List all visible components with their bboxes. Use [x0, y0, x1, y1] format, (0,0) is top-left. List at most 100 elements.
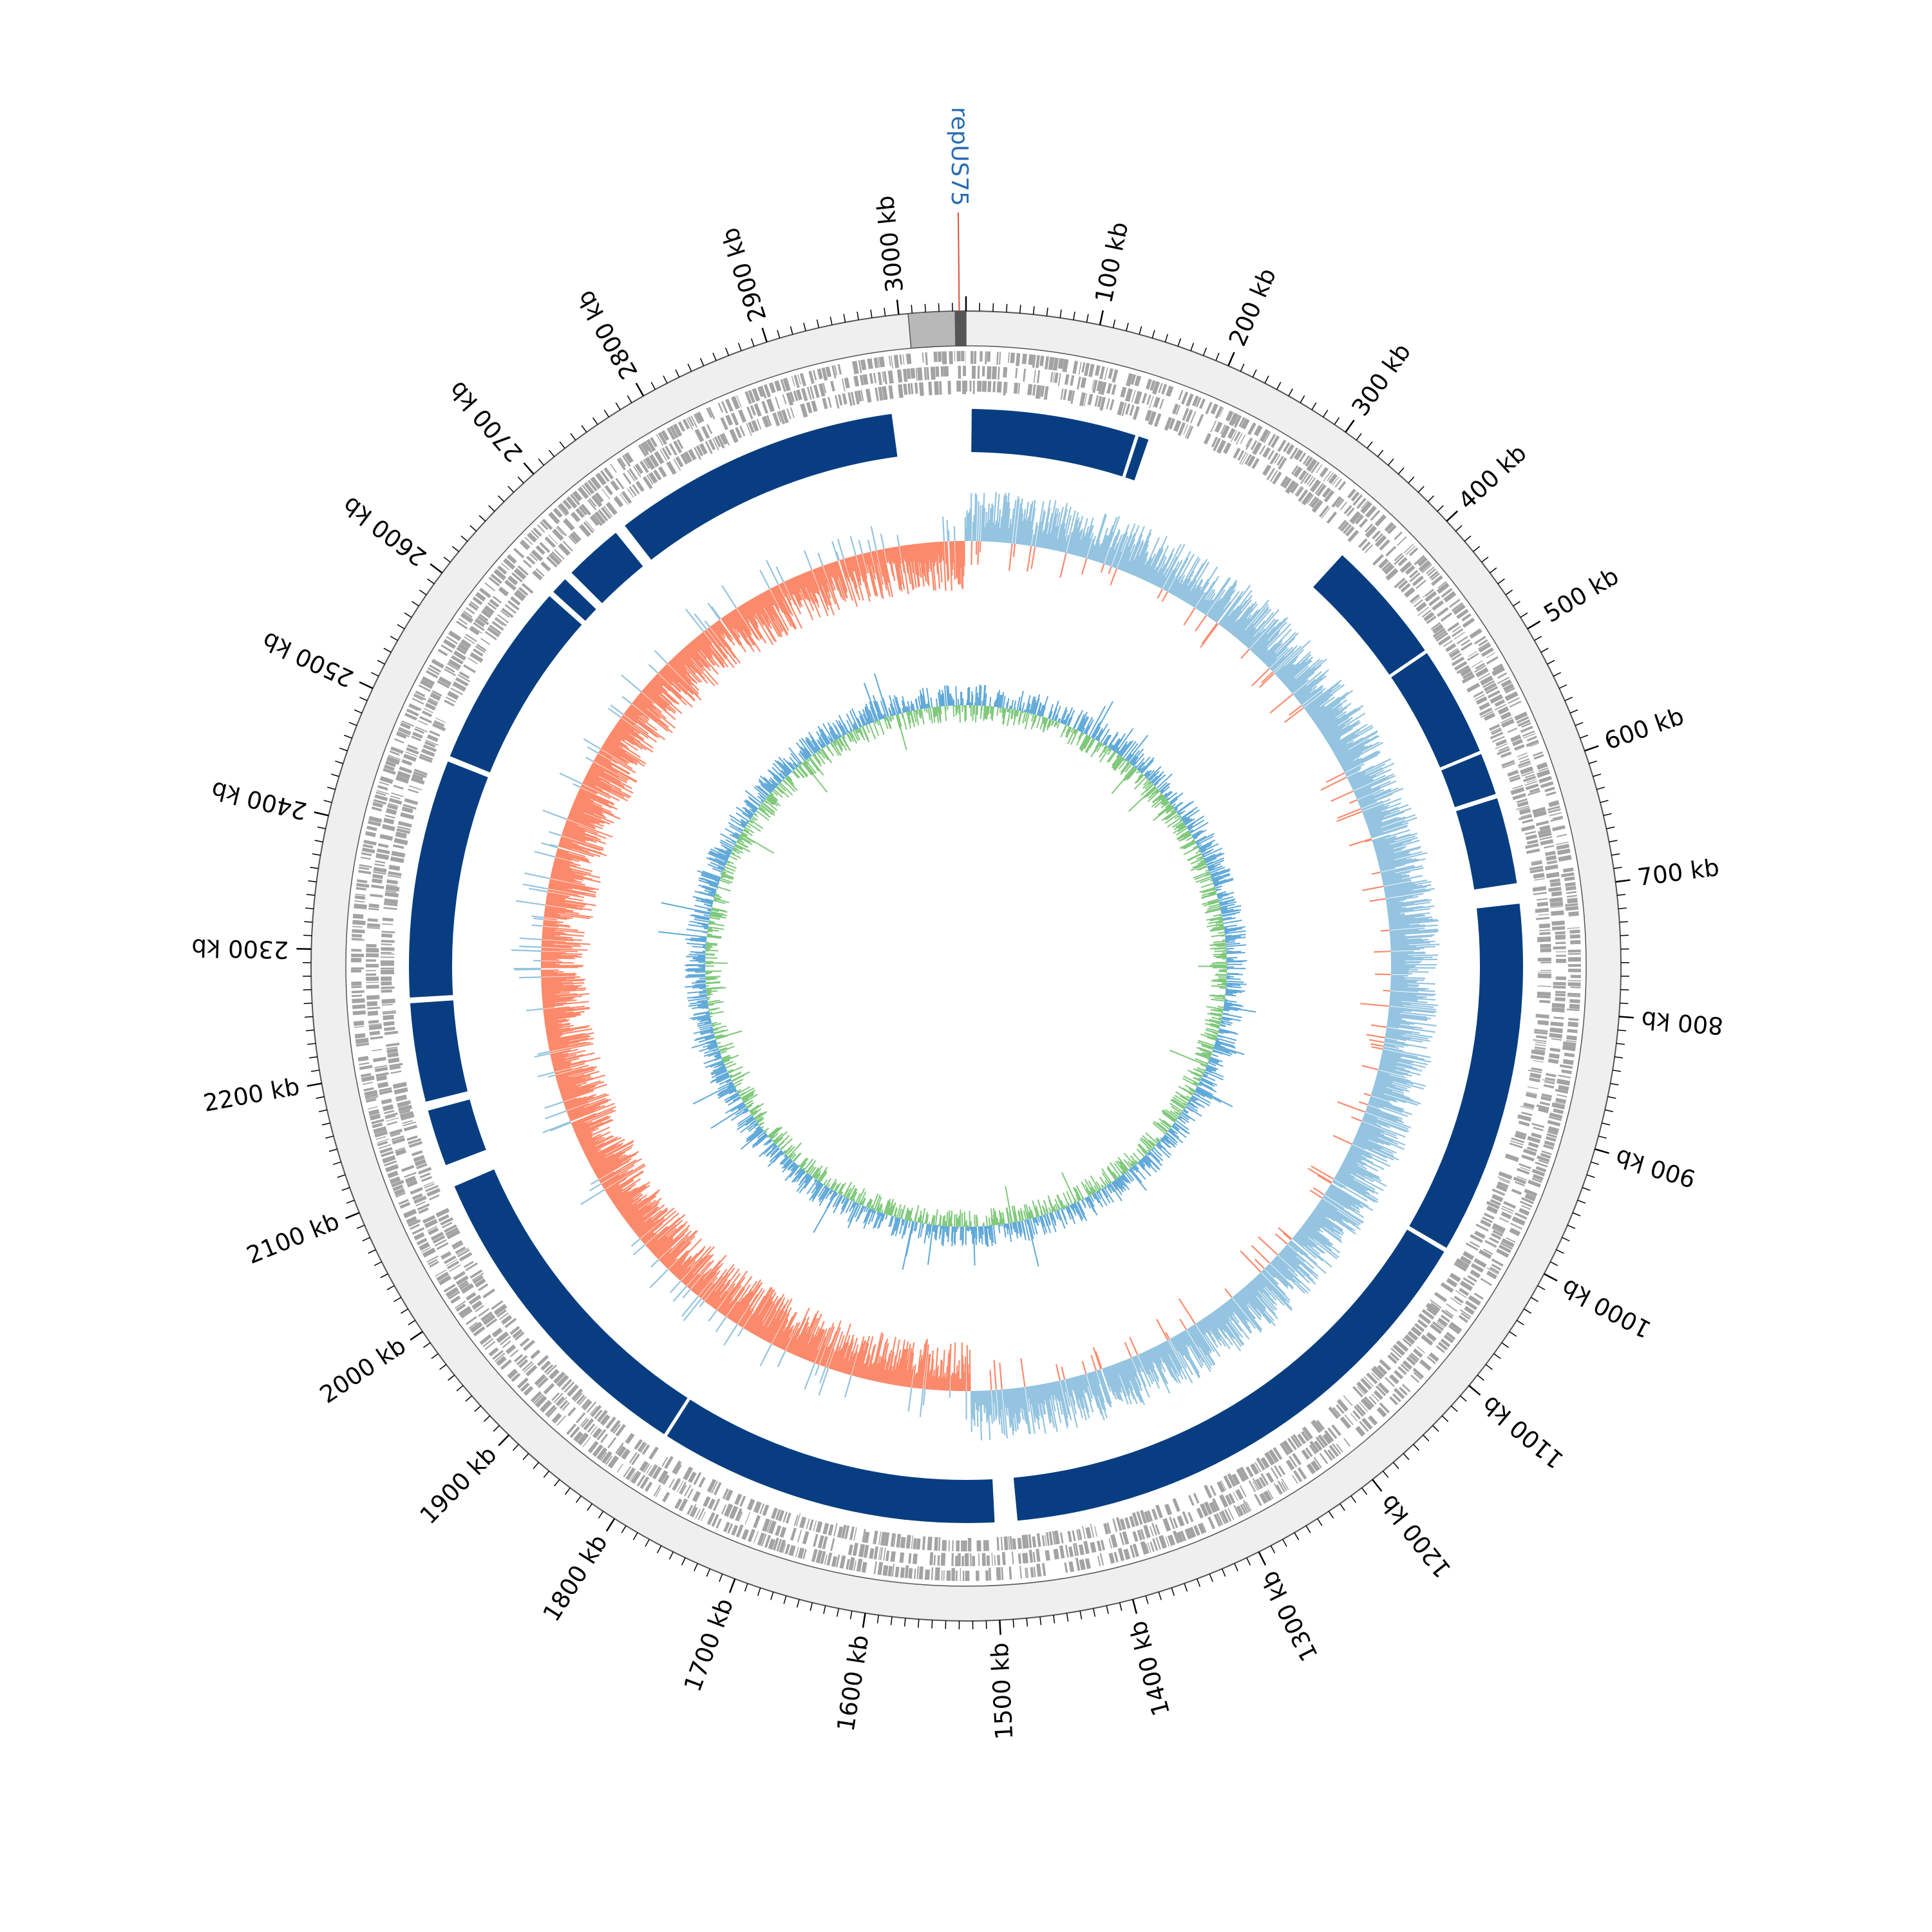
cds-segment — [1490, 1198, 1501, 1206]
cds-segment — [363, 844, 374, 849]
cds-segment — [933, 352, 938, 363]
cds-segment — [1278, 1465, 1286, 1475]
cds-segment — [1327, 472, 1334, 482]
gc-skew-bar — [1277, 663, 1293, 678]
gc-skew-bar — [613, 727, 647, 751]
cds-segment — [438, 1275, 451, 1285]
gc-skew-bar — [554, 1063, 585, 1072]
gc-skew-bar — [602, 1173, 625, 1188]
gc-skew-bar — [1242, 628, 1256, 644]
gc-skew-bar — [1385, 1033, 1430, 1042]
gc-skew-bar — [1369, 1099, 1404, 1112]
gc-skew-bar — [844, 1375, 852, 1398]
minor-tick — [1593, 773, 1602, 777]
cds-segment — [956, 381, 961, 392]
cds-segment — [961, 1555, 964, 1566]
gc-skew-bar — [979, 541, 981, 553]
gc-skew-bar — [612, 1187, 637, 1204]
cds-segment — [1417, 607, 1429, 616]
gc-skew-bar — [1235, 1294, 1256, 1320]
cds-segment — [447, 663, 459, 671]
gc-skew-bar — [1383, 1046, 1403, 1052]
gc-skew-bar — [676, 1248, 705, 1279]
cds-segment — [1440, 1338, 1451, 1348]
cds-segment — [1064, 1562, 1068, 1573]
gc-skew-bar — [1018, 1387, 1024, 1420]
gc-skew-bar — [696, 1265, 720, 1295]
gc-skew-bar — [579, 1137, 592, 1144]
gc-skew-bar — [1084, 538, 1092, 558]
gc-skew-bar — [591, 1144, 634, 1168]
cds-segment — [1564, 1052, 1575, 1057]
gc-skew-bar — [1387, 1021, 1410, 1025]
gc-skew-bar — [607, 737, 620, 747]
cds-segment — [877, 357, 880, 368]
cds-segment — [776, 1539, 782, 1552]
gc-skew-bar — [1285, 1245, 1298, 1257]
homology-block — [553, 579, 596, 621]
gc-skew-bar — [1307, 1218, 1321, 1229]
gc-skew-bar — [874, 1355, 881, 1381]
gc-skew-bar — [1271, 1261, 1291, 1281]
cds-segment — [1532, 1173, 1544, 1181]
gc-skew-bar — [599, 750, 612, 759]
gc-skew-bar — [585, 1148, 601, 1158]
gc-skew-bar — [572, 804, 594, 815]
cds-segment — [947, 381, 951, 395]
gc-skew-bar — [559, 1081, 587, 1092]
gc-skew-bar — [1050, 1382, 1055, 1396]
gc-skew-bar — [1355, 1134, 1397, 1154]
gc-skew-bar — [1314, 703, 1343, 724]
gc-skew-bar — [589, 1140, 634, 1165]
gc-skew-bar — [585, 776, 622, 796]
gc-skew-bar — [638, 695, 667, 719]
cds-segment — [1486, 1200, 1500, 1209]
cds-segment — [1494, 703, 1507, 711]
cds-segment — [1456, 665, 1470, 674]
cds-segment — [354, 903, 367, 910]
gc-skew-bar — [1244, 612, 1274, 646]
cds-segment — [867, 358, 873, 370]
gc-skew-bar — [1227, 1300, 1253, 1333]
cds-segment — [1559, 1064, 1573, 1069]
gc-skew-bar — [880, 1358, 887, 1383]
cds-segment — [825, 366, 832, 377]
gc-skew-bar — [1365, 1110, 1412, 1129]
gc-skew-bar — [1379, 1065, 1396, 1071]
cds-segment — [1201, 1522, 1207, 1533]
gc-skew-bar — [1384, 884, 1423, 893]
cds-segment — [1443, 591, 1457, 603]
cds-segment — [849, 1526, 855, 1540]
gc-skew-bar — [1257, 1274, 1293, 1311]
gc-skew-bar — [629, 705, 643, 717]
cds-segment — [351, 967, 365, 970]
gc-skew-bar — [746, 1287, 773, 1331]
gc-skew-bar — [722, 1300, 734, 1316]
gc-skew-bar — [1128, 559, 1135, 574]
minor-tick — [1151, 330, 1155, 339]
cds-segment — [1360, 501, 1372, 515]
gc-skew-bar — [587, 746, 599, 754]
gc-skew-bar — [1379, 1064, 1421, 1076]
gc-skew-bar — [650, 1236, 669, 1253]
gc-skew-bar — [907, 1387, 913, 1412]
cds-segment — [412, 773, 424, 781]
gc-skew-bar — [1328, 736, 1341, 745]
cds-segment — [1173, 420, 1182, 432]
tick-label: 1900 kb — [415, 1441, 502, 1530]
cds-segment — [1492, 1227, 1504, 1235]
gc-skew-bar — [1000, 1389, 1006, 1435]
cds-segment — [1072, 1543, 1077, 1557]
gc-skew-bar — [971, 541, 973, 565]
cds-segment — [502, 1340, 511, 1349]
gc-skew-bar — [801, 1343, 810, 1359]
gc-skew-bar — [544, 913, 561, 916]
cds-segment — [421, 748, 435, 757]
cds-segment — [1548, 808, 1561, 813]
gc-skew-bar — [1319, 717, 1338, 732]
cds-segment — [639, 460, 649, 473]
minor-tick — [330, 773, 339, 777]
gc-skew-bar — [1222, 1304, 1250, 1340]
cds-segment — [392, 1137, 406, 1145]
cds-segment — [736, 395, 742, 408]
